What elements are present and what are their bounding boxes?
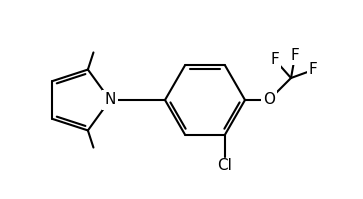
Text: N: N xyxy=(104,93,116,107)
Text: F: F xyxy=(291,49,299,63)
Text: F: F xyxy=(309,62,317,77)
Text: O: O xyxy=(263,93,275,107)
Text: F: F xyxy=(271,53,280,67)
Text: Cl: Cl xyxy=(217,158,232,173)
